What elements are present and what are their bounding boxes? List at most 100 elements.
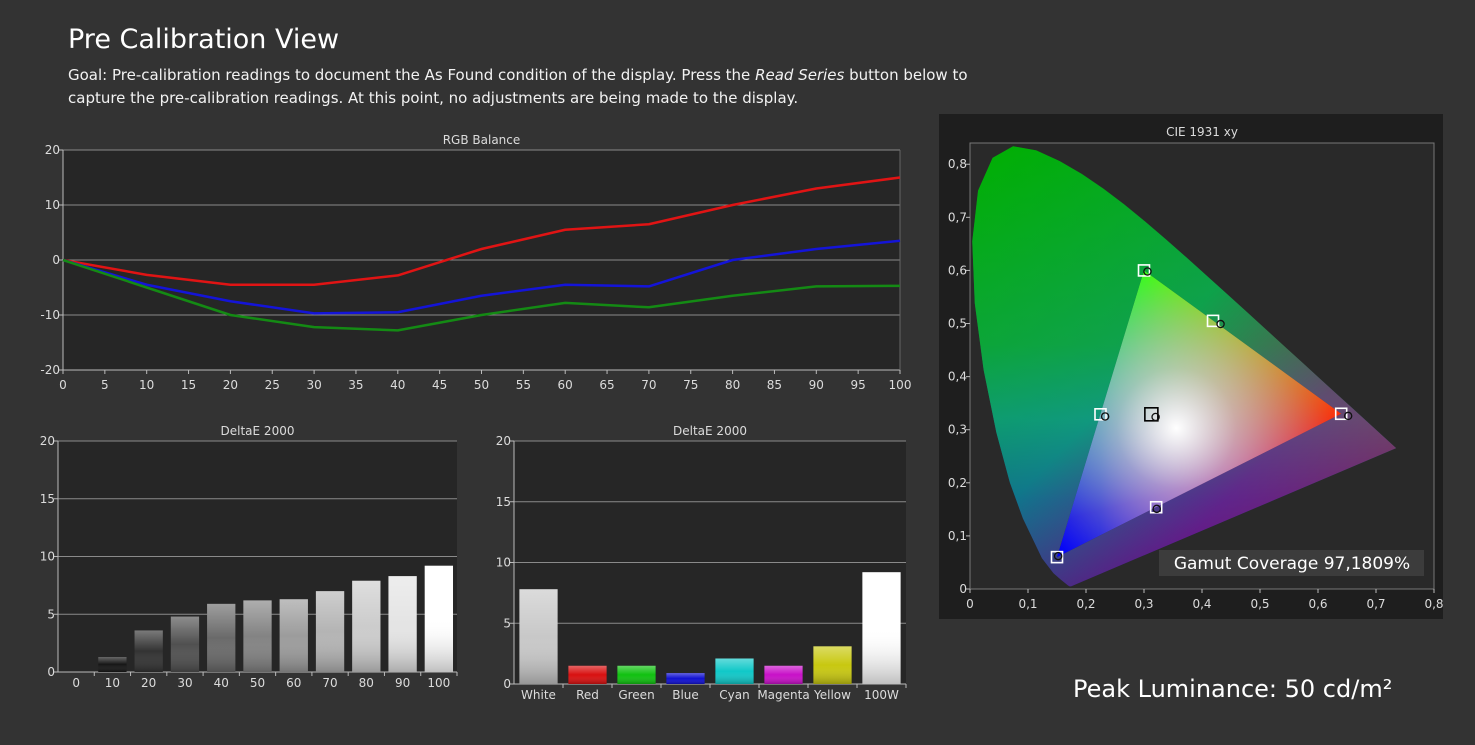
de-gray-bar-shade [98, 656, 127, 672]
cie-xtick-label: 0,1 [1018, 597, 1037, 611]
rgb-xtick-label: 20 [223, 378, 238, 392]
de-gray-bar-shade [279, 599, 308, 672]
de-gray-category-label: 10 [105, 676, 120, 690]
rgb-xtick-label: 75 [683, 378, 698, 392]
de-color-category-label: Red [576, 688, 599, 702]
de-gray-ytick-label: 20 [40, 434, 55, 448]
de-color-bar-shade [666, 673, 705, 684]
de-gray-ytick-label: 10 [40, 550, 55, 564]
cie-xtick-label: 0,6 [1308, 597, 1327, 611]
de-color-category-label: Green [618, 688, 654, 702]
rgb-ytick-label: 0 [52, 253, 60, 267]
page-title: Pre Calibration View [68, 24, 340, 55]
rgb-xtick-label: 10 [139, 378, 154, 392]
de-gray-category-label: 20 [141, 676, 156, 690]
cie-xtick-label: 0,7 [1366, 597, 1385, 611]
de-color-category-label: Yellow [813, 688, 851, 702]
cie-target-blue [1050, 550, 1064, 564]
cie-xtick-label: 0,8 [1424, 597, 1443, 611]
cie-ytick-label: 0,2 [948, 476, 967, 490]
cie-gamut-white [1057, 270, 1342, 558]
rgb-ytick-label: -20 [40, 363, 60, 377]
de-color-bar-shade [813, 646, 852, 684]
rgb-xtick-label: 100 [889, 378, 912, 392]
rgb-xtick-label: 40 [390, 378, 405, 392]
goal-text-2: button below to capture the pre-calibrat… [68, 66, 968, 107]
de-gray-category-label: 100 [427, 676, 450, 690]
cie-chart-title: CIE 1931 xy [1166, 125, 1238, 139]
rgb-ytick-label: 20 [45, 143, 60, 157]
cie-xtick-label: 0,4 [1192, 597, 1211, 611]
de-gray-bar-shade [315, 591, 345, 672]
peak-luminance: Peak Luminance: 50 cd/m² [1073, 675, 1393, 703]
rgb-series-line-0 [62, 176, 901, 286]
deltae-colors-chart: DeltaE 2000 20 15 10 5 0 White Red Green Blue Cyan… [496, 424, 907, 702]
de-gray-category-label: 40 [214, 676, 229, 690]
de-gray-ytick-label: 0 [47, 665, 55, 679]
de-gray-category-label: 80 [359, 676, 374, 690]
cie-target-red [1334, 407, 1348, 421]
cie-ytick-label: 0,4 [948, 370, 967, 384]
cie-ytick-label: 0,7 [948, 210, 967, 224]
de-color-bar-shade [764, 665, 803, 684]
cie-measured-white [1151, 412, 1160, 422]
rgb-xtick-label: 45 [432, 378, 447, 392]
de-color-category-label: 100W [864, 688, 899, 702]
de-color-category-label: White [521, 688, 556, 702]
de-gray-bar-shade [352, 580, 381, 672]
goal-description: Goal: Pre-calibration readings to docume… [68, 64, 988, 110]
rgb-xtick-label: 25 [265, 378, 280, 392]
cie-ytick-label: 0,3 [948, 423, 967, 437]
rgb-xtick-label: 0 [59, 378, 67, 392]
cie-ytick-label: 0,8 [948, 157, 967, 171]
cie-ytick-label: 0 [959, 582, 967, 596]
cie-measured-magenta [1152, 504, 1162, 514]
cie-1931-chart: CIE 1931 xy 0 0,1 0,2 0,3 0,4 0,5 0,6 0,7 0,8 0 0,1… [939, 114, 1444, 619]
de-gray-category-label: 30 [177, 676, 192, 690]
de-gray-category-label: 0 [72, 676, 80, 690]
de-color-ytick-label: 20 [496, 434, 511, 448]
rgb-xtick-label: 95 [851, 378, 866, 392]
rgb-xtick-label: 55 [516, 378, 531, 392]
cie-measured-green [1143, 267, 1152, 276]
rgb-ytick-label: -10 [40, 308, 60, 322]
de-color-bar-shade [519, 589, 558, 684]
cie-xtick-label: 0,2 [1076, 597, 1095, 611]
rgb-series-line-2 [62, 258, 901, 332]
cie-xtick-label: 0,3 [1134, 597, 1153, 611]
cie-measured-blue [1053, 551, 1063, 561]
de-gray-bar-shade [388, 576, 417, 672]
de-gray-category-label: 70 [322, 676, 337, 690]
cie-ytick-label: 0,6 [948, 263, 967, 277]
rgb-ytick-label: 10 [45, 198, 60, 212]
de-gray-bar-shade [243, 600, 272, 672]
rgb-xtick-label: 50 [474, 378, 489, 392]
de-color-bar-shade [862, 572, 901, 684]
de-gray-bar-shade [424, 565, 454, 672]
de-gray-category-label: 50 [250, 676, 265, 690]
de-color-ytick-label: 0 [503, 677, 511, 691]
rgb-xtick-label: 90 [809, 378, 824, 392]
de-gray-ytick-label: 15 [40, 492, 55, 506]
rgb-xtick-label: 85 [767, 378, 782, 392]
rgb-xtick-label: 80 [725, 378, 740, 392]
cie-target-green [1137, 264, 1151, 277]
rgb-xtick-label: 65 [599, 378, 614, 392]
de-color-chart-title: DeltaE 2000 [673, 424, 747, 438]
de-color-category-label: Cyan [719, 688, 749, 702]
de-color-bar-shade [715, 658, 754, 684]
rgb-xtick-label: 35 [348, 378, 363, 392]
goal-read-series: Read Series [755, 66, 845, 84]
de-gray-bar-shade [134, 630, 163, 672]
de-gray-category-label: 90 [395, 676, 410, 690]
rgb-series-line-1 [62, 239, 901, 315]
de-gray-category-label: 60 [286, 676, 301, 690]
de-gray-ytick-label: 5 [47, 607, 55, 621]
cie-xtick-label: 0,5 [1250, 597, 1269, 611]
gamut-coverage-box [1159, 550, 1424, 576]
de-gray-chart-title: DeltaE 2000 [221, 424, 295, 438]
rgb-chart-title: RGB Balance [443, 133, 521, 147]
